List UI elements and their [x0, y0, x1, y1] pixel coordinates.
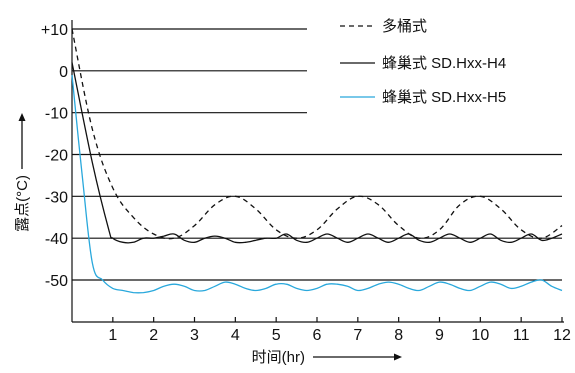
x-tick-label: 8 — [394, 327, 403, 344]
y-tick-label: -30 — [45, 189, 68, 206]
legend-item-h5: 蜂巢式 SD.Hxx-H5 — [340, 89, 506, 106]
y-tick-label: 0 — [59, 64, 68, 81]
y-axis-arrow-head — [18, 113, 26, 121]
x-tick-label: 5 — [272, 327, 281, 344]
series-h4 — [71, 62, 563, 244]
y-tick-labels: +10 0 -10 -20 -30 -40 -50 — [41, 22, 68, 290]
y-tick-label: -20 — [45, 148, 68, 165]
y-tick-label: -50 — [45, 273, 68, 290]
x-tick-label: 11 — [513, 327, 530, 344]
y-tick-label: +10 — [41, 22, 68, 39]
x-tick-label: 2 — [149, 327, 158, 344]
x-tick-label: 10 — [471, 327, 489, 344]
x-axis-title: 时间(hr) — [252, 349, 402, 366]
series-h5 — [71, 74, 563, 294]
legend-label-multi-tower: 多桶式 — [382, 18, 427, 35]
series-lines — [71, 28, 563, 294]
x-tick-label: 9 — [435, 327, 444, 344]
y-tick-label: -10 — [45, 106, 68, 123]
y-axis-label: 露点(°C) — [14, 175, 31, 232]
x-tick-label: 1 — [108, 327, 117, 344]
legend-label-h5: 蜂巢式 SD.Hxx-H5 — [382, 89, 506, 106]
legend-item-h4: 蜂巢式 SD.Hxx-H4 — [340, 55, 506, 72]
x-tick-label: 3 — [190, 327, 199, 344]
y-tick-label: -40 — [45, 231, 68, 248]
x-tick-labels: 1 2 3 4 5 6 7 8 9 10 11 12 — [108, 317, 571, 344]
x-tick-label: 12 — [553, 327, 571, 344]
series-multi-tower — [71, 28, 563, 240]
legend-item-multi-tower: 多桶式 — [340, 18, 427, 35]
x-tick-label: 6 — [313, 327, 322, 344]
x-axis-label: 时间(hr) — [252, 349, 305, 366]
x-tick-label: 4 — [231, 327, 240, 344]
x-axis-arrow-head — [394, 353, 402, 361]
legend-label-h4: 蜂巢式 SD.Hxx-H4 — [382, 55, 506, 72]
y-axis-title: 露点(°C) — [14, 113, 31, 232]
legend: 多桶式 蜂巢式 SD.Hxx-H4 蜂巢式 SD.Hxx-H5 — [340, 18, 506, 106]
x-tick-label: 7 — [353, 327, 362, 344]
